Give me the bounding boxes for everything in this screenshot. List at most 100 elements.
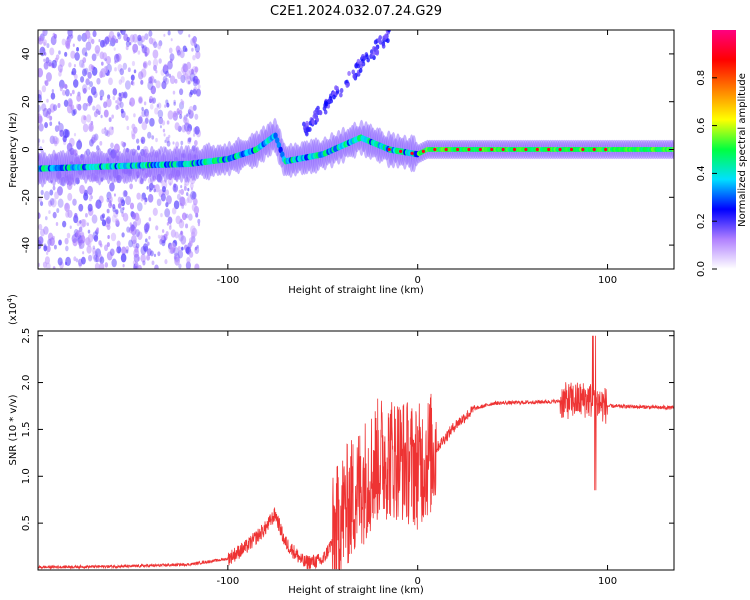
noise-mark [91,53,97,62]
ridge-peak [547,147,551,152]
noise-mark [120,207,124,214]
noise-mark [141,44,145,49]
noise-mark [133,253,140,263]
noise-mark [89,101,92,106]
noise-mark [185,261,191,269]
noise-mark [87,95,93,104]
noise-mark [169,223,172,228]
noise-mark [191,227,198,238]
noise-mark [94,262,100,269]
noise-mark [136,145,140,151]
noise-mark [39,146,43,152]
noise-mark [194,44,200,53]
branch-mark [358,67,363,73]
noise-mark [148,235,151,240]
noise-mark [117,202,122,209]
noise-mark [106,208,110,214]
noise-mark [58,79,65,89]
noise-mark [52,135,58,145]
branch-mark [313,110,317,116]
branch-mark [324,101,329,107]
noise-mark [93,234,99,242]
noise-mark [108,117,112,123]
branch-mark [322,105,327,111]
noise-mark [45,262,51,269]
noise-mark [157,102,162,109]
noise-mark [129,34,135,43]
noise-mark [109,182,115,192]
noise-mark [99,74,103,79]
noise-mark [104,244,109,252]
noise-mark [167,30,171,36]
noise-mark [86,103,89,107]
noise-mark [86,245,92,254]
noise-mark [192,77,195,82]
noise-mark [149,103,154,110]
noise-mark [46,98,49,103]
ridge-core [278,146,283,154]
noise-mark [137,50,141,55]
noise-mark [147,241,150,246]
noise-mark [110,142,114,149]
noise-mark [115,248,119,253]
noise-mark [135,242,140,249]
noise-mark [71,71,74,76]
noise-mark [81,84,88,94]
noise-mark [172,90,176,95]
noise-mark [192,197,198,206]
noise-mark [71,67,77,76]
noise-mark [112,88,118,96]
y-tick-label: 20 [21,95,32,108]
noise-mark [48,62,52,67]
noise-mark [95,202,99,209]
noise-mark [97,110,101,115]
noise-mark [99,51,105,60]
noise-mark [164,259,168,265]
noise-mark [174,122,180,131]
noise-mark [174,255,177,260]
noise-mark [108,195,113,204]
noise-mark [138,97,143,104]
noise-mark [130,80,134,86]
ridge-peak [535,147,539,152]
noise-mark [157,109,164,119]
spectrogram-x-ticks: -100 0 100 [216,30,617,286]
noise-mark [53,33,57,39]
noise-mark [193,139,198,146]
noise-mark [38,138,41,143]
noise-mark [150,250,154,257]
noise-mark [188,106,194,115]
noise-mark [194,66,199,73]
noise-mark [70,50,76,59]
noise-mark [142,45,148,54]
noise-mark [125,249,129,254]
noise-mark [163,33,166,37]
noise-mark [140,35,146,43]
noise-mark [151,260,155,266]
noise-mark [140,253,146,263]
noise-mark [43,226,49,235]
noise-mark [163,133,166,137]
branch-mark [377,37,382,43]
noise-mark [173,99,176,104]
noise-mark [157,234,161,239]
noise-mark [148,30,153,37]
noise-mark [76,140,83,150]
branch-mark [315,117,320,123]
ridge-peak [399,149,403,154]
noise-mark [85,212,88,218]
noise-mark [90,86,97,96]
noise-mark [144,197,148,203]
noise-mark [120,197,125,203]
noise-mark [64,51,68,57]
branch-mark [335,86,339,92]
spectrogram-y-ticks: -40 -20 0 20 40 [21,48,674,253]
noise-mark [38,94,42,103]
noise-mark [133,126,138,134]
noise-mark [108,126,114,136]
noise-mark [162,75,168,83]
noise-mark [92,30,97,38]
noise-mark [48,210,51,215]
noise-mark [87,203,93,212]
noise-mark [104,127,107,131]
